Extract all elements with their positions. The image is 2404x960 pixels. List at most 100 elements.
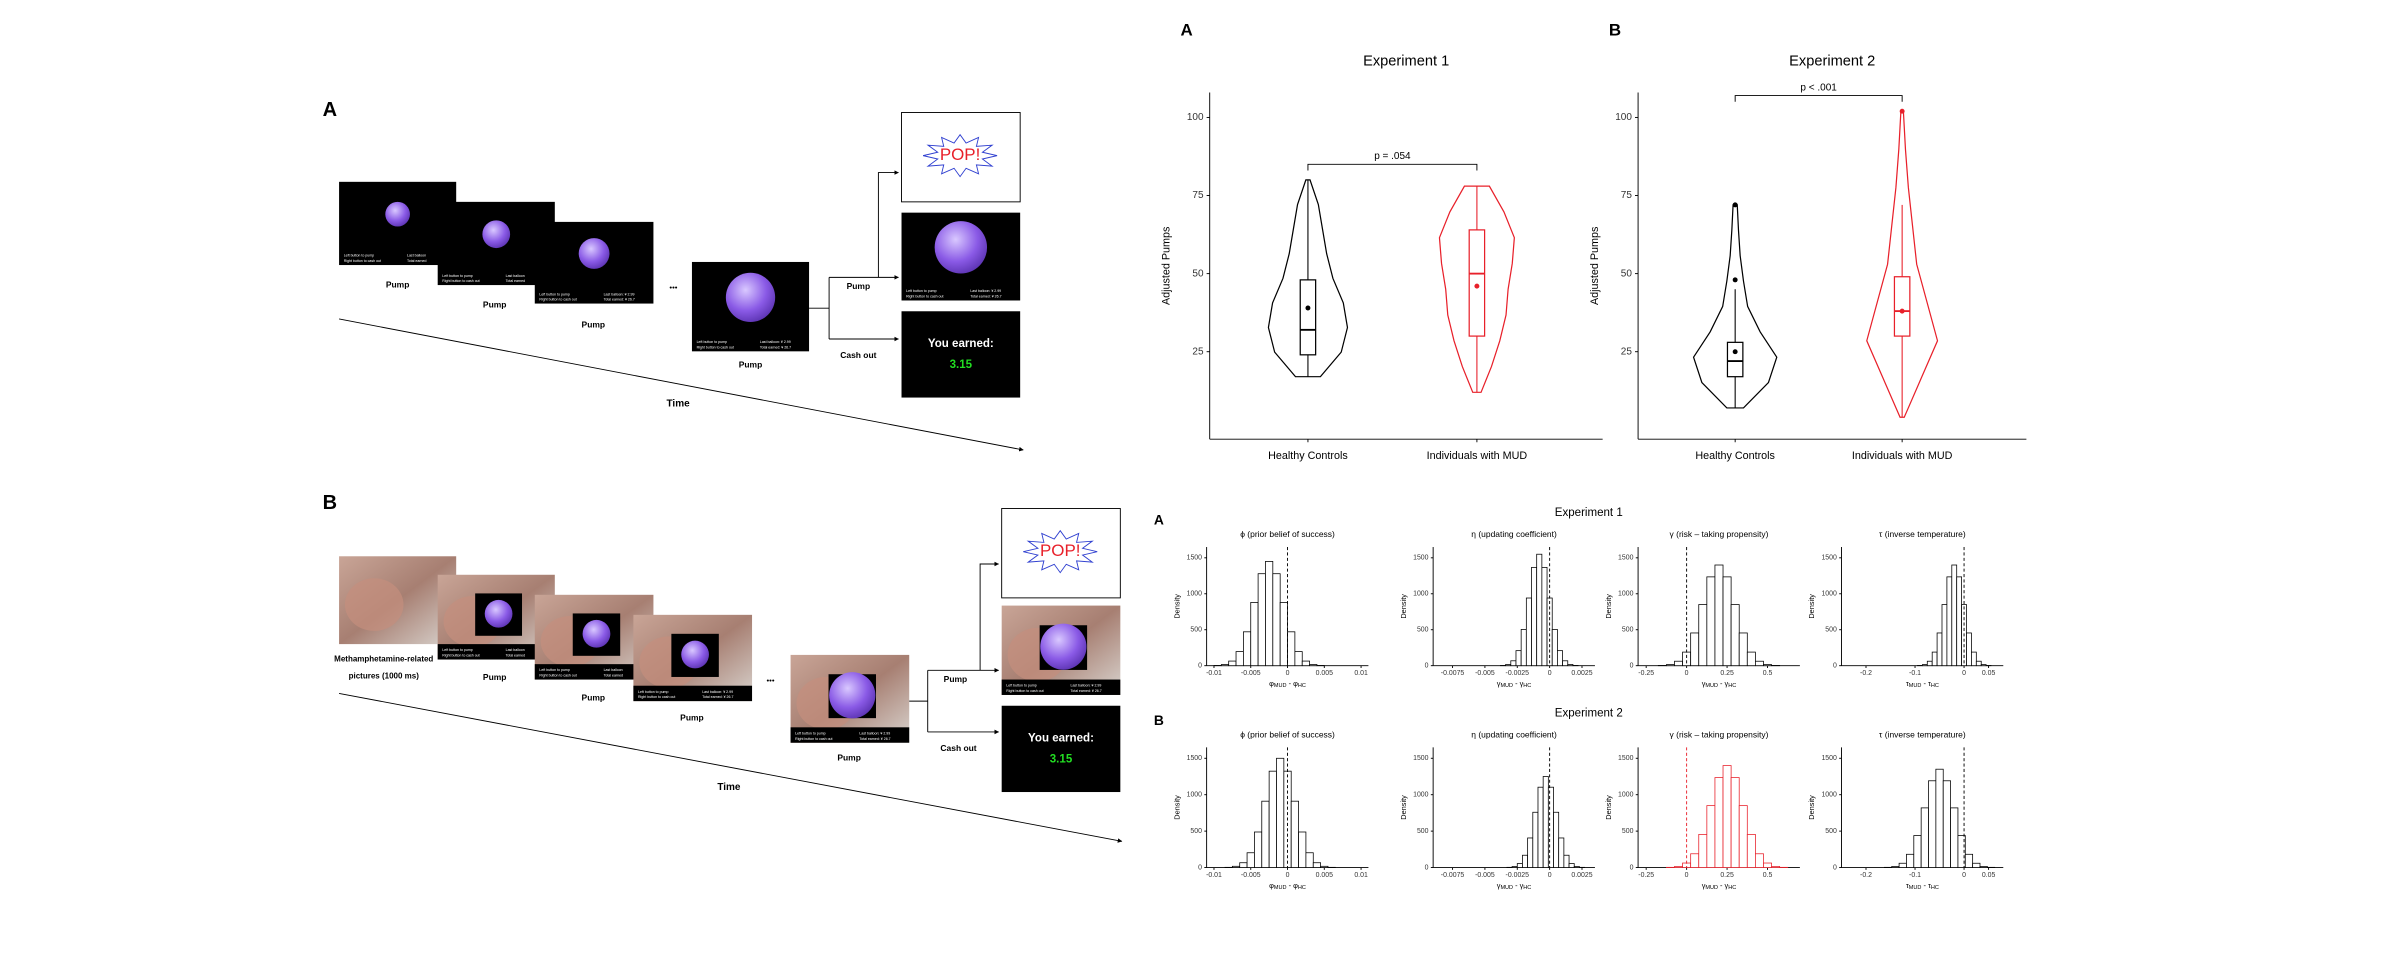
histogram-bar [1891, 866, 1900, 868]
panel-label: B [1609, 20, 1621, 39]
screen-text: Left button to pump [539, 292, 569, 296]
x-axis-label: τMUD - τHC [1906, 679, 1939, 689]
histogram-bar [1320, 865, 1329, 868]
x-tick-label: 0.5 [1763, 670, 1773, 677]
balloon [1040, 623, 1087, 670]
x-axis-label-part: MUD [1274, 885, 1287, 891]
histogram-bar [1527, 837, 1534, 868]
x-axis-label: γMUD - γHC [1702, 679, 1737, 689]
histogram-bar [1906, 853, 1915, 868]
panel-title: η (updating coefficient) [1471, 529, 1557, 539]
screen-text: Total earned: ¥ 26.7 [1070, 689, 1101, 693]
y-tick-label: 500 [1417, 627, 1429, 634]
histogram-bar [1250, 602, 1259, 667]
histogram-bar [1532, 811, 1539, 868]
histogram-bar [1971, 651, 1977, 667]
step-label: Pump [582, 319, 606, 329]
x-tick-label: -0.0025 [1506, 670, 1530, 677]
histogram-bar [1531, 566, 1538, 667]
ellipsis: ••• [669, 283, 677, 292]
screen-text: Right button to cash out [539, 674, 576, 678]
histogram-bar [1522, 854, 1529, 868]
histogram-bar [1312, 862, 1322, 868]
histogram-bar [1557, 650, 1563, 667]
histogram-bar [1290, 800, 1299, 868]
x-tick-label: Individuals with MUD [1427, 450, 1528, 462]
histogram-bar [1525, 597, 1532, 667]
histogram-bar [1722, 765, 1732, 868]
histogram-bar [1690, 632, 1700, 667]
p-value: p = .054 [1374, 151, 1411, 162]
x-tick-label: -0.2 [1860, 872, 1872, 879]
x-axis-label-part: γ [1497, 881, 1501, 890]
histogram-bar [1558, 837, 1565, 868]
box [1726, 341, 1744, 378]
screen-text: Last balloon: ¥ 2.99 [760, 340, 791, 344]
x-tick-label: 0.25 [1720, 872, 1734, 879]
step-label: Pump [386, 279, 410, 289]
y-tick-label: 100 [1615, 112, 1632, 123]
histogram-bar [1228, 660, 1237, 667]
histogram-bar [1746, 651, 1756, 667]
screen-text: Right button to cash out [795, 737, 832, 741]
step-label: Pump [483, 672, 507, 682]
x-tick-label: -0.25 [1638, 670, 1654, 677]
histogram-bar [1730, 777, 1740, 868]
x-tick-label: 0.0025 [1571, 670, 1592, 677]
histogram-bar [1220, 664, 1230, 667]
x-axis-label-part: γ [1702, 881, 1706, 890]
x-axis-label-part: - [1921, 679, 1928, 688]
screen-text: Total earned [407, 259, 426, 263]
x-axis-label-part: γ [1702, 679, 1706, 688]
screen-strip [790, 727, 910, 743]
y-tick-label: 0 [1198, 864, 1202, 871]
y-tick-label: 1000 [1413, 792, 1429, 799]
balloon [482, 220, 511, 249]
histogram-bar [1928, 780, 1937, 868]
screen-text: Last balloon [506, 274, 525, 278]
y-tick-label: 0 [1833, 864, 1837, 871]
y-tick-label: 50 [1621, 268, 1633, 279]
mean [1732, 349, 1738, 355]
branch-label: Cash out [940, 743, 976, 753]
x-tick-label: 0 [1286, 670, 1290, 677]
histogram-bar [1957, 835, 1966, 868]
histogram-bar [1537, 786, 1544, 868]
earned-text: You earned: [1028, 733, 1094, 745]
panel-title: η (updating coefficient) [1471, 729, 1557, 739]
y-axis-label: Density [1807, 594, 1816, 619]
x-axis-label-part: HC [1298, 683, 1306, 689]
histogram-bar [1516, 863, 1523, 868]
histogram-bar [1972, 862, 1981, 868]
x-axis-label-part: φ [1269, 679, 1274, 688]
y-tick-label: 500 [1825, 828, 1837, 835]
screen-strip [633, 685, 753, 702]
histogram-bar [1573, 866, 1580, 868]
step-label: Pump [739, 359, 763, 369]
row-title: Experiment 1 [1555, 507, 1623, 519]
x-axis-label-part: τ [1928, 679, 1931, 688]
x-tick-label: -0.005 [1241, 670, 1261, 677]
screen-text: Total earned: ¥ 26.7 [760, 345, 791, 349]
step-label: Pump [483, 299, 507, 309]
y-tick-label: 1500 [1187, 755, 1203, 762]
histogram-bar [1714, 777, 1724, 868]
p-value: p < .001 [1800, 83, 1837, 94]
histogram-bar [1956, 576, 1962, 667]
x-tick-label: -0.25 [1638, 872, 1654, 879]
step-label: Pump [582, 692, 606, 702]
x-axis-label-part: HC [1298, 885, 1306, 891]
x-axis-label-part: MUD [1500, 885, 1513, 891]
y-tick-label: 500 [1825, 627, 1837, 634]
time-label: Time [717, 782, 741, 793]
screen-text: Left button to pump [442, 648, 472, 652]
y-tick-label: 1500 [1821, 555, 1837, 562]
x-axis-label-part: τ [1906, 881, 1909, 890]
y-axis-label: Density [1399, 594, 1408, 619]
y-tick-label: 75 [1192, 190, 1204, 201]
box [1468, 229, 1486, 337]
y-axis-label: Adjusted Pumps [1160, 227, 1172, 305]
histogram-bar [1942, 780, 1951, 868]
histogram-bar [1515, 650, 1522, 667]
x-tick-label: 0.05 [1982, 670, 1996, 677]
